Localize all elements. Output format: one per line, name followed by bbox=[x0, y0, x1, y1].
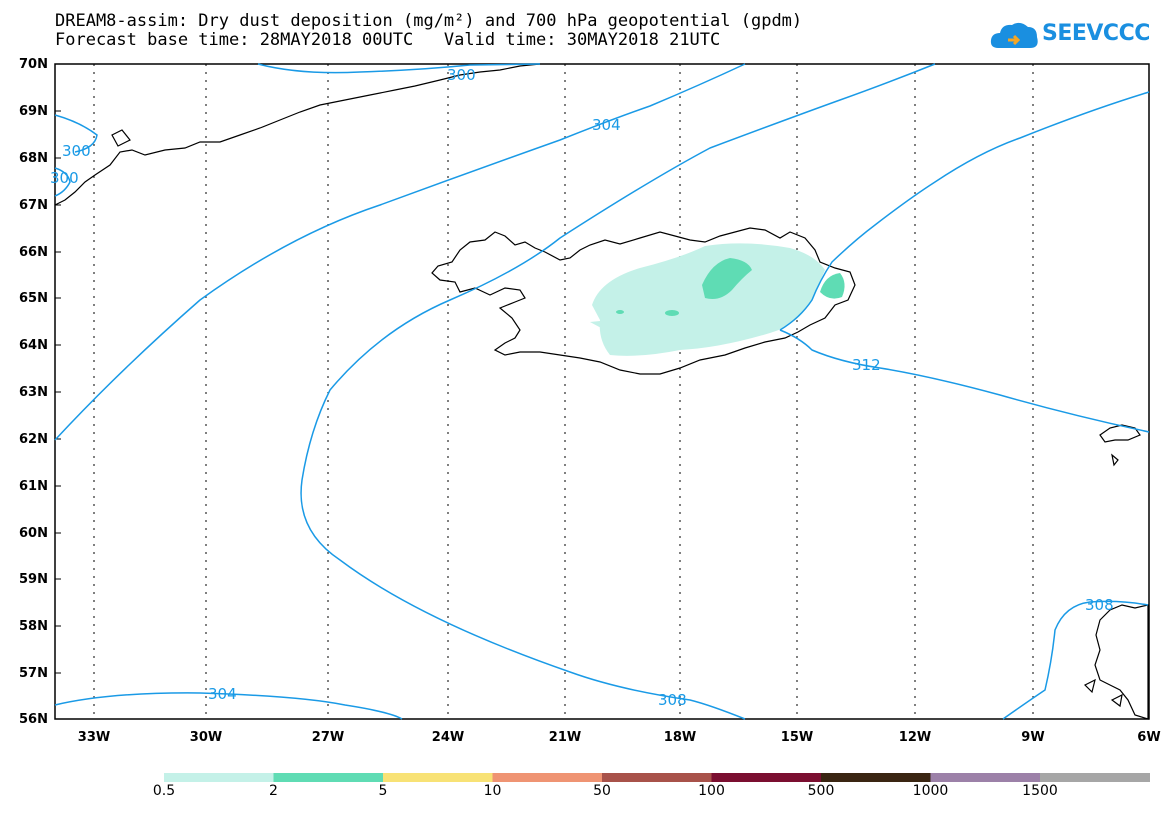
geopotential-contours bbox=[54, 63, 1150, 720]
lon-label: 15W bbox=[780, 730, 814, 745]
contour-label: 300 bbox=[62, 142, 91, 160]
lon-label: 27W bbox=[311, 730, 345, 745]
lat-label: 61N bbox=[19, 479, 48, 494]
lon-label: 9W bbox=[1021, 730, 1045, 745]
legend-label: 500 bbox=[807, 783, 835, 799]
contour-label: 308 bbox=[1085, 596, 1114, 614]
legend-label: 2 bbox=[269, 783, 278, 799]
lon-label: 12W bbox=[898, 730, 932, 745]
lon-label: 30W bbox=[189, 730, 223, 745]
lat-label: 62N bbox=[19, 432, 48, 447]
logo-text: SEEVCCC bbox=[1042, 21, 1150, 46]
lon-label: 18W bbox=[663, 730, 697, 745]
lat-label: 63N bbox=[19, 385, 48, 400]
legend-label: 5 bbox=[378, 783, 388, 799]
lon-label: 24W bbox=[431, 730, 465, 745]
lat-label: 56N bbox=[19, 712, 48, 727]
contour-label: 308 bbox=[658, 691, 687, 709]
coastlines bbox=[54, 63, 1149, 720]
lon-label: 21W bbox=[548, 730, 582, 745]
seevccc-logo-icon bbox=[990, 22, 1038, 48]
lon-label: 6W bbox=[1137, 730, 1161, 745]
lat-label: 68N bbox=[19, 151, 48, 166]
legend-label: 10 bbox=[483, 783, 502, 799]
dust-deposition-shading-high bbox=[616, 258, 845, 316]
map-title-line1: DREAM8-assim: Dry dust deposition (mg/m²… bbox=[55, 11, 803, 31]
lat-label: 57N bbox=[19, 666, 48, 681]
lat-label: 67N bbox=[19, 198, 48, 213]
lat-label: 64N bbox=[19, 338, 48, 353]
contour-label: 304 bbox=[592, 116, 621, 134]
contour-label: 300 bbox=[50, 169, 79, 187]
contour-label: 300 bbox=[447, 66, 476, 84]
contour-labels: 300 300 300 304 304 308 308 312 bbox=[50, 66, 1114, 709]
legend-label: 100 bbox=[698, 783, 725, 799]
legend-label: 1500 bbox=[1022, 783, 1058, 799]
lat-label: 69N bbox=[19, 104, 48, 119]
contour-label: 312 bbox=[852, 356, 881, 374]
lat-label: 70N bbox=[19, 57, 48, 72]
dust-deposition-shading bbox=[590, 243, 825, 356]
lat-label: 65N bbox=[19, 291, 48, 306]
lat-label: 66N bbox=[19, 245, 48, 260]
meridian-gridlines bbox=[93, 64, 1034, 719]
lat-label: 60N bbox=[19, 526, 48, 541]
legend-label: 1000 bbox=[912, 783, 949, 799]
contour-label: 304 bbox=[208, 685, 237, 703]
lat-label: 58N bbox=[19, 619, 48, 634]
lon-label: 33W bbox=[77, 730, 111, 745]
lat-label: 59N bbox=[19, 572, 48, 587]
legend-label: 50 bbox=[593, 783, 611, 799]
map-title-line2: Forecast base time: 28MAY2018 00UTC Vali… bbox=[55, 30, 721, 50]
legend-label: 0.5 bbox=[152, 783, 176, 799]
